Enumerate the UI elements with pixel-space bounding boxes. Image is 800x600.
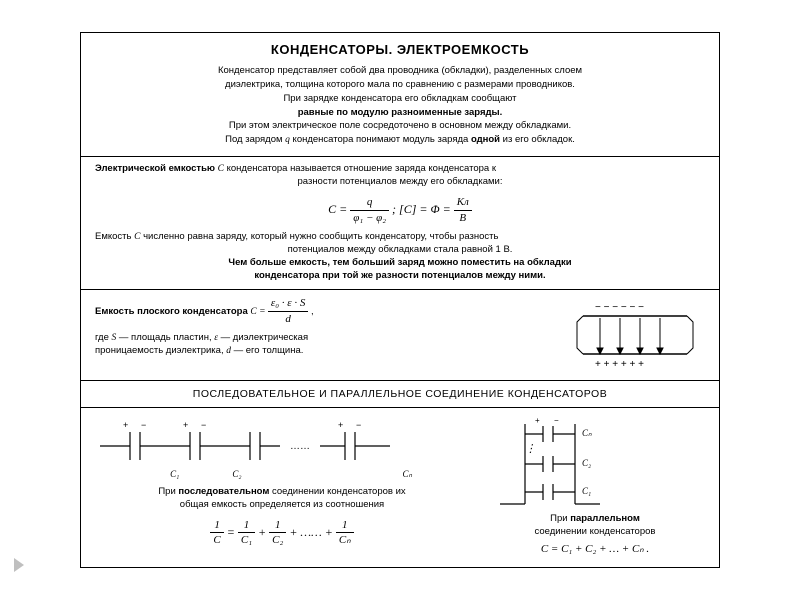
connections-section: …… + − + − + − C₁ C₂ Cₙ При последовательно… <box>81 408 719 567</box>
cap-label: Cₙ <box>382 468 432 480</box>
t: численно равна заряду, который нужно соо… <box>140 231 498 242</box>
eq: C = <box>250 307 268 317</box>
capacitance-section: Электрической емкостью C конденсатора на… <box>81 157 719 290</box>
eq: C = <box>328 202 350 216</box>
svg-text:−: − <box>201 420 206 430</box>
svg-text:C₂: C₂ <box>582 458 591 468</box>
main-title: КОНДЕНСАТОРЫ. ЭЛЕКТРОЕМКОСТЬ <box>81 33 719 63</box>
document-page: КОНДЕНСАТОРЫ. ЭЛЕКТРОЕМКОСТЬ Конденсатор… <box>80 32 720 569</box>
svg-text:⋮: ⋮ <box>525 443 536 455</box>
series-text: При последовательном соединении конденса… <box>95 486 469 499</box>
svg-text:−: − <box>141 420 146 430</box>
eq: + <box>258 525 269 539</box>
svg-text:Cₙ: Cₙ <box>582 428 592 438</box>
intro-line: Конденсатор представляет собой два прово… <box>101 65 699 78</box>
intro-line: При зарядке конденсатора его обкладкам с… <box>101 93 699 106</box>
flat-line3: проницаемость диэлектрика, d — его толщи… <box>95 345 565 358</box>
t: Емкость <box>95 231 134 242</box>
t: последовательном <box>178 486 269 497</box>
flat-title-line: Емкость плоского конденсатора C = ε₀ · ε… <box>95 296 565 327</box>
t: соединении конденсаторов их <box>269 486 405 497</box>
den: C₁ <box>238 533 255 548</box>
num: q <box>350 195 389 211</box>
intro-section: Конденсатор представляет собой два прово… <box>81 62 719 157</box>
svg-text:−: − <box>554 416 559 425</box>
den: В <box>454 211 472 226</box>
num: 1 <box>210 518 223 534</box>
den: d <box>268 312 309 327</box>
slide-nav-arrow-icon[interactable] <box>14 558 24 572</box>
t: конденсатора понимают модуль заряда <box>290 134 471 145</box>
svg-text:+: + <box>535 416 540 425</box>
num: ε₀ · ε · S <box>268 296 309 312</box>
num: 1 <box>269 518 286 534</box>
eq: ; [C] = Φ = <box>392 202 454 216</box>
flat-capacitor-section: Емкость плоского конденсатора C = ε₀ · ε… <box>81 290 719 381</box>
series-text2: общая емкость определяется из соотношени… <box>95 499 469 512</box>
t: где <box>95 332 112 343</box>
t: — площадь пластин, <box>116 332 214 343</box>
den: Cₙ <box>336 533 354 548</box>
t: проницаемость диэлектрика, <box>95 345 226 356</box>
t: Под зарядом <box>225 134 285 145</box>
note2: потенциалов между обкладками стала равно… <box>95 244 705 257</box>
num: Кл <box>454 195 472 211</box>
t: При <box>158 486 178 497</box>
svg-text:−: − <box>356 420 361 430</box>
svg-text:+ + + + + +: + + + + + + <box>595 359 644 370</box>
svg-text:+: + <box>338 420 343 430</box>
svg-text:− − − − − −: − − − − − − <box>595 302 644 313</box>
parallel-circuit-diagram: ⋮ Cₙ C₂ C₁ + − <box>485 414 705 509</box>
eq: = <box>227 525 238 539</box>
parallel-text: При параллельном <box>485 513 705 526</box>
parallel-text2: соединении конденсаторов <box>485 526 705 539</box>
flat-line2: где S — площадь пластин, ε — диэлектриче… <box>95 332 565 345</box>
t: Емкость плоского конденсатора <box>95 306 250 317</box>
capacitance-formula: C = qφ₁ − φ₂ ; [C] = Φ = КлВ <box>95 195 705 226</box>
den: C <box>210 533 223 548</box>
t: — его толщина. <box>231 345 303 356</box>
svg-text:……: …… <box>290 441 310 452</box>
intro-bold: равные по модулю разноименные заряды. <box>101 107 699 120</box>
connections-header: ПОСЛЕДОВАТЕЛЬНОЕ И ПАРАЛЛЕЛЬНОЕ СОЕДИНЕН… <box>81 381 719 408</box>
series-formula: 1C = 1C₁ + 1C₂ + …… + 1Cₙ <box>95 518 469 549</box>
t: При <box>550 513 570 524</box>
t: из его обкладок. <box>500 134 575 145</box>
intro-line: Под зарядом q конденсатора понимают моду… <box>101 134 699 147</box>
eq: + …… + <box>289 525 336 539</box>
t: конденсатора называется отношение заряда… <box>224 163 496 174</box>
t: Электрической емкостью <box>95 163 218 174</box>
intro-line: диэлектрика, толщина которого мала по ср… <box>101 79 699 92</box>
parallel-formula: C = C₁ + C₂ + … + Cₙ . <box>485 542 705 557</box>
cap-label: C₁ <box>150 468 200 480</box>
den: C₂ <box>269 533 286 548</box>
note: Емкость C численно равна заряду, который… <box>95 231 705 244</box>
svg-text:+: + <box>123 420 128 430</box>
num: 1 <box>336 518 354 534</box>
def-line2: разности потенциалов между его обкладкам… <box>95 176 705 189</box>
svg-text:+: + <box>183 420 188 430</box>
flat-capacitor-diagram: − − − − − − + + + + + + <box>575 296 705 374</box>
t: одной <box>471 134 500 145</box>
bold-note2: конденсатора при той же разности потенци… <box>95 270 705 283</box>
svg-text:C₁: C₁ <box>582 486 591 496</box>
t: параллельном <box>570 513 640 524</box>
num: 1 <box>238 518 255 534</box>
den: φ₁ − φ₂ <box>350 211 389 226</box>
series-circuit-diagram: …… + − + − + − C₁ C₂ Cₙ <box>95 418 469 480</box>
bold-note: Чем больше емкость, тем больший заряд мо… <box>95 257 705 270</box>
cap-label: C₂ <box>212 468 262 480</box>
t: — диэлектрическая <box>218 332 308 343</box>
def-line: Электрической емкостью C конденсатора на… <box>95 163 705 176</box>
intro-line: При этом электрическое поле сосредоточен… <box>101 120 699 133</box>
